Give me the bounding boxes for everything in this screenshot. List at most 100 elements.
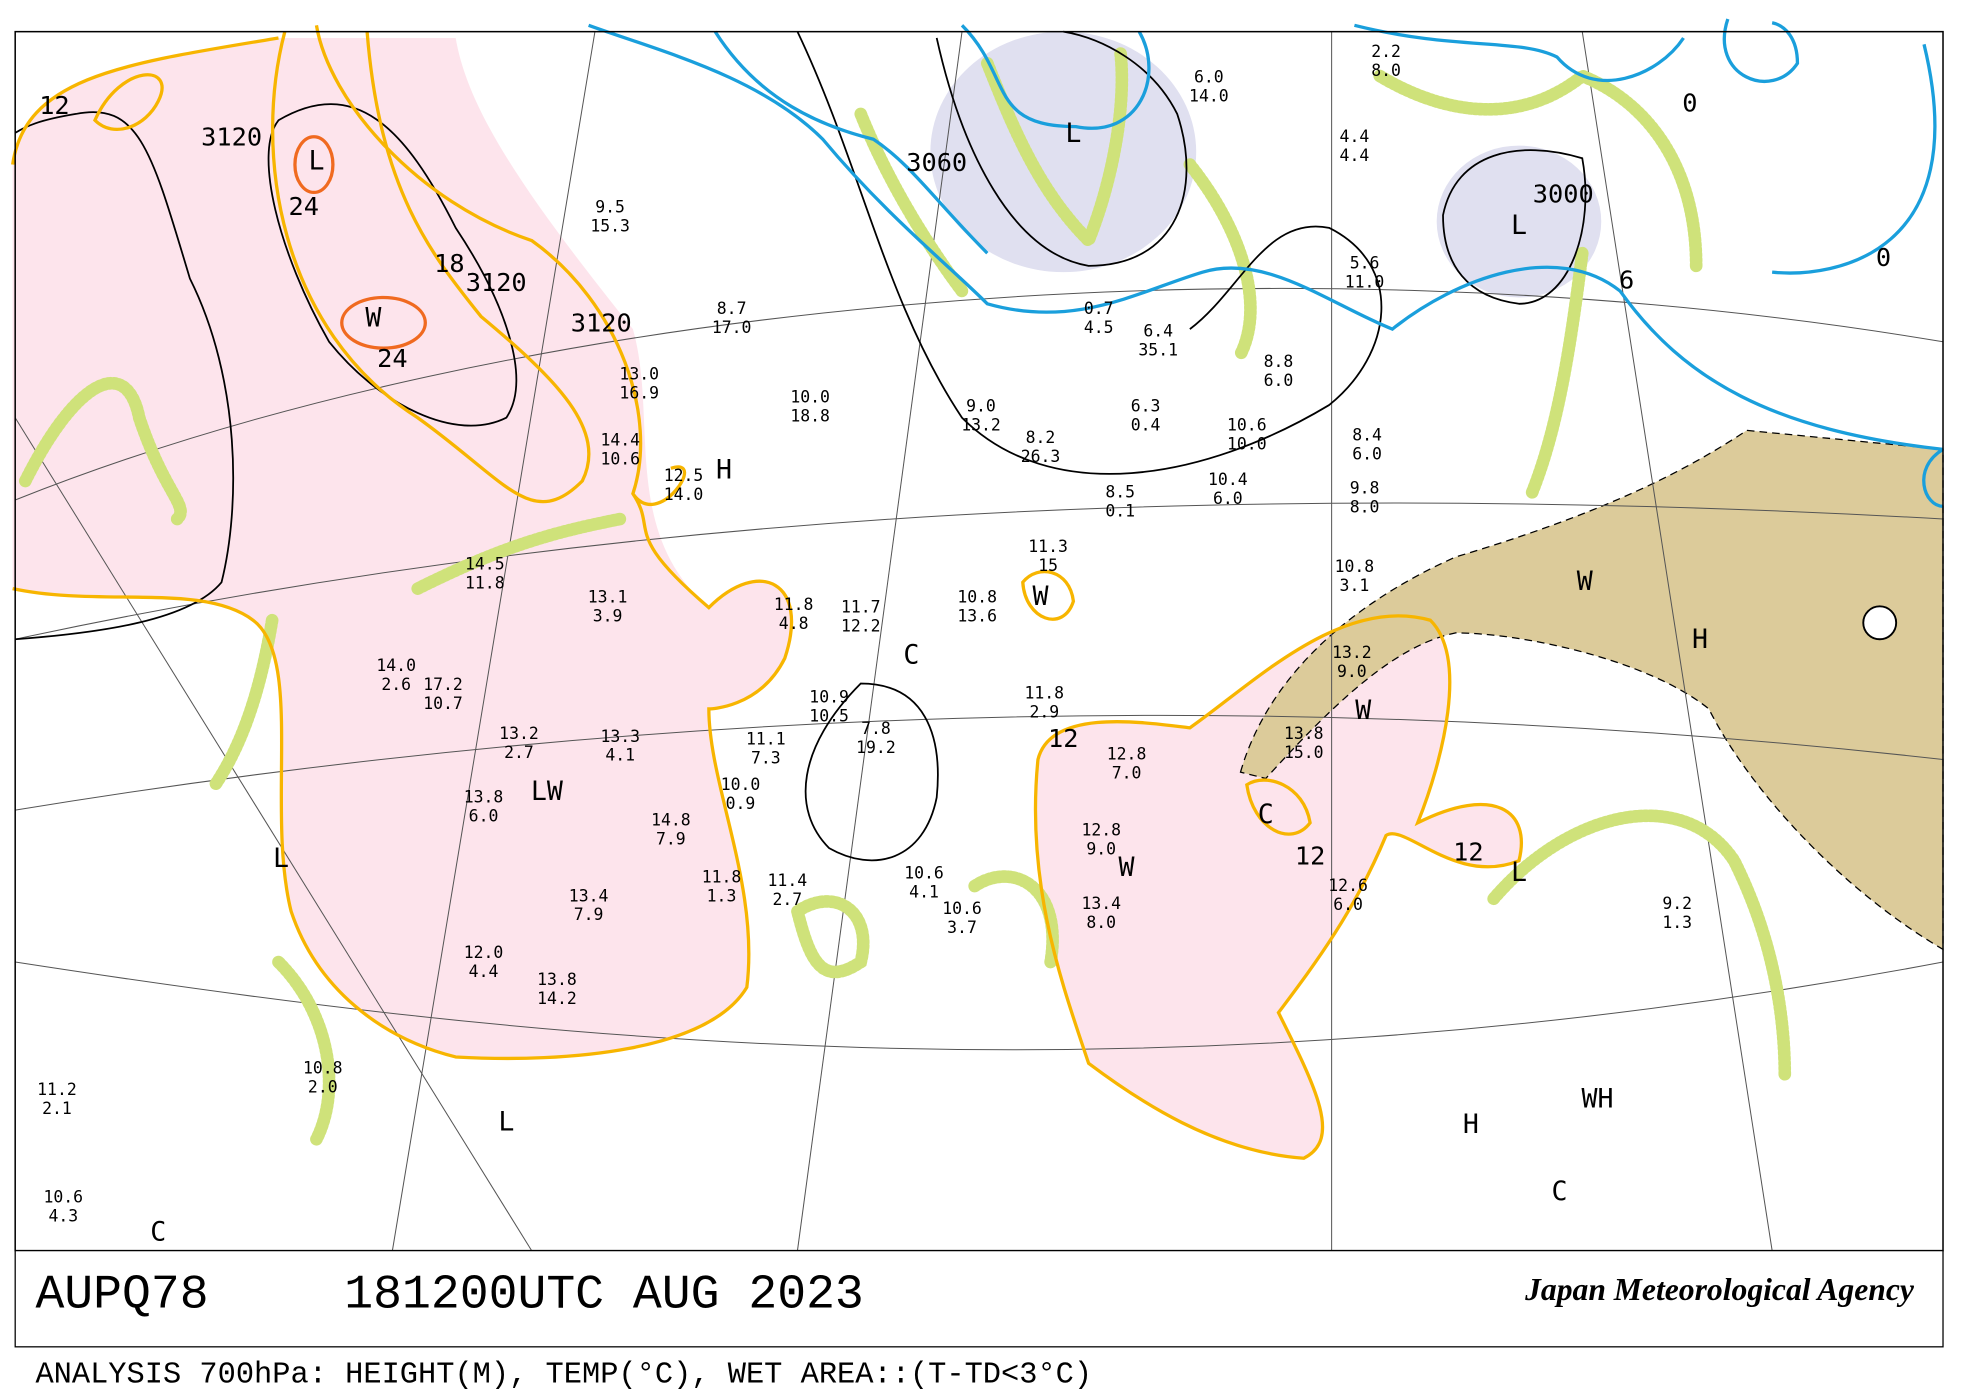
station-dewpoint-depression: 4.4 bbox=[469, 962, 499, 981]
station-temp: 13.1 bbox=[588, 588, 628, 607]
station-dewpoint-depression: 4.5 bbox=[1084, 318, 1114, 337]
pressure-system: C bbox=[1258, 799, 1274, 830]
dry-area bbox=[1239, 429, 1944, 951]
isotherm-12 bbox=[1021, 570, 1076, 621]
station-dewpoint-depression: 13.2 bbox=[961, 415, 1001, 434]
station-temp: 13.8 bbox=[464, 788, 504, 807]
station-temp: 12.8 bbox=[1081, 820, 1121, 839]
station-temp: 12.0 bbox=[464, 943, 504, 962]
station-temp: 11.8 bbox=[774, 595, 814, 614]
valid-time: 181200UTC AUG 2023 bbox=[344, 1269, 864, 1323]
station-temp: 14.8 bbox=[651, 810, 691, 829]
station-dewpoint-depression: 9.0 bbox=[1337, 662, 1367, 681]
station-dewpoint-depression: 2.9 bbox=[1029, 703, 1059, 722]
isotherm-12 bbox=[1033, 614, 1523, 1160]
isotherm-label: 12 bbox=[1453, 838, 1483, 867]
title-band bbox=[14, 1249, 1944, 1348]
pressure-system: L bbox=[1511, 210, 1527, 241]
station-temp: 2.2 bbox=[1371, 42, 1401, 61]
station-temp: 10.8 bbox=[957, 588, 997, 607]
wet-area bbox=[1487, 809, 1792, 1083]
isotherm-label: 24 bbox=[377, 344, 407, 373]
isotherm-label: 12 bbox=[39, 91, 69, 120]
height-contour bbox=[1442, 149, 1587, 305]
station-dewpoint-depression: 26.3 bbox=[1021, 447, 1061, 466]
isotherm-label: 12 bbox=[1295, 842, 1325, 871]
station-temp: 7.8 bbox=[861, 719, 891, 738]
station-dewpoint-depression: 16.9 bbox=[619, 384, 659, 403]
station-dewpoint-depression: 15 bbox=[1038, 556, 1058, 575]
pressure-system: L bbox=[1511, 857, 1527, 888]
height-contour bbox=[796, 31, 1383, 475]
station-dewpoint-depression: 2.6 bbox=[381, 675, 411, 694]
station-dewpoint-depression: 4.1 bbox=[909, 882, 939, 901]
agency: Japan Meteorological Agency bbox=[1524, 1272, 1915, 1307]
pressure-system: H bbox=[1463, 1109, 1479, 1140]
station-temp: 13.8 bbox=[1284, 724, 1324, 743]
station-dewpoint-depression: 10.0 bbox=[1227, 434, 1267, 453]
station-temp: 10.0 bbox=[790, 388, 830, 407]
station-dewpoint-depression: 35.1 bbox=[1138, 341, 1178, 360]
station-dewpoint-depression: 6.0 bbox=[1213, 489, 1243, 508]
station-dewpoint-depression: 4.1 bbox=[605, 746, 635, 765]
station-dewpoint-depression: 13.6 bbox=[957, 607, 997, 626]
isotherm-12 bbox=[92, 73, 164, 131]
station-temp: 12.6 bbox=[1328, 876, 1368, 895]
chart-code: AUPQ78 bbox=[35, 1269, 208, 1323]
wet-area bbox=[411, 512, 627, 595]
station-temp: 13.2 bbox=[499, 724, 539, 743]
station-temp: 13.3 bbox=[600, 727, 640, 746]
station-dewpoint-depression: 6.0 bbox=[1333, 895, 1363, 914]
wet-area bbox=[18, 376, 187, 526]
pressure-system: C bbox=[903, 639, 919, 670]
pressure-system: H bbox=[716, 454, 732, 485]
contour-label: 3000 bbox=[1533, 180, 1594, 209]
station-temp: 8.5 bbox=[1105, 482, 1135, 501]
station-temp: 14.5 bbox=[465, 555, 505, 574]
station-dewpoint-depression: 2.7 bbox=[504, 743, 534, 762]
station-temp: 5.6 bbox=[1350, 253, 1380, 272]
pressure-system: W bbox=[1355, 695, 1371, 726]
station-dewpoint-depression: 1.3 bbox=[1662, 913, 1692, 932]
contour-label: 3120 bbox=[466, 268, 527, 297]
station-dewpoint-depression: 3.9 bbox=[593, 607, 623, 626]
isotherm-0 bbox=[713, 30, 989, 255]
station-temp: 14.4 bbox=[600, 431, 640, 450]
station-dewpoint-depression: 8.0 bbox=[1350, 498, 1380, 517]
station-temp: 10.6 bbox=[1227, 415, 1267, 434]
station-dewpoint-depression: 0.1 bbox=[1105, 501, 1135, 520]
isotherm-label: 24 bbox=[289, 192, 319, 221]
wet-area bbox=[1183, 158, 1257, 361]
station-dewpoint-depression: 9.0 bbox=[1086, 839, 1116, 858]
wet-area bbox=[968, 870, 1059, 969]
isotherm-0 bbox=[1771, 43, 1937, 275]
station-dewpoint-depression: 4.4 bbox=[1340, 146, 1370, 165]
station-dewpoint-depression: 2.7 bbox=[772, 890, 802, 909]
station-temp: 10.6 bbox=[904, 863, 944, 882]
station-dewpoint-depression: 1.3 bbox=[707, 886, 737, 905]
height-contour bbox=[267, 103, 518, 427]
station-temp: 17.2 bbox=[423, 675, 463, 694]
station-temp: 9.0 bbox=[966, 396, 996, 415]
lat-line bbox=[15, 961, 1944, 1051]
station-temp: 10.4 bbox=[1208, 470, 1248, 489]
pressure-system: H bbox=[1692, 624, 1708, 655]
station-dewpoint-depression: 7.0 bbox=[1112, 763, 1142, 782]
station-temp: 10.9 bbox=[809, 688, 849, 707]
station-temp: 12.5 bbox=[664, 466, 704, 485]
contour-label: 3060 bbox=[906, 148, 967, 177]
station-temp: 6.3 bbox=[1131, 396, 1161, 415]
station-dewpoint-depression: 11.0 bbox=[1345, 272, 1385, 291]
station-dewpoint-depression: 10.6 bbox=[600, 450, 640, 469]
station-dewpoint-depression: 7.3 bbox=[751, 748, 781, 767]
station-temp: 10.6 bbox=[43, 1188, 83, 1207]
isotherm-0 bbox=[588, 23, 1944, 452]
station-temp: 11.8 bbox=[1024, 684, 1064, 703]
isotherm-12 bbox=[1245, 778, 1312, 836]
station-temp: 11.2 bbox=[37, 1080, 77, 1099]
wet-area bbox=[1525, 246, 1589, 501]
station-temp: 6.0 bbox=[1194, 67, 1224, 86]
pressure-system: W bbox=[365, 303, 381, 334]
station-temp: 14.0 bbox=[376, 656, 416, 675]
